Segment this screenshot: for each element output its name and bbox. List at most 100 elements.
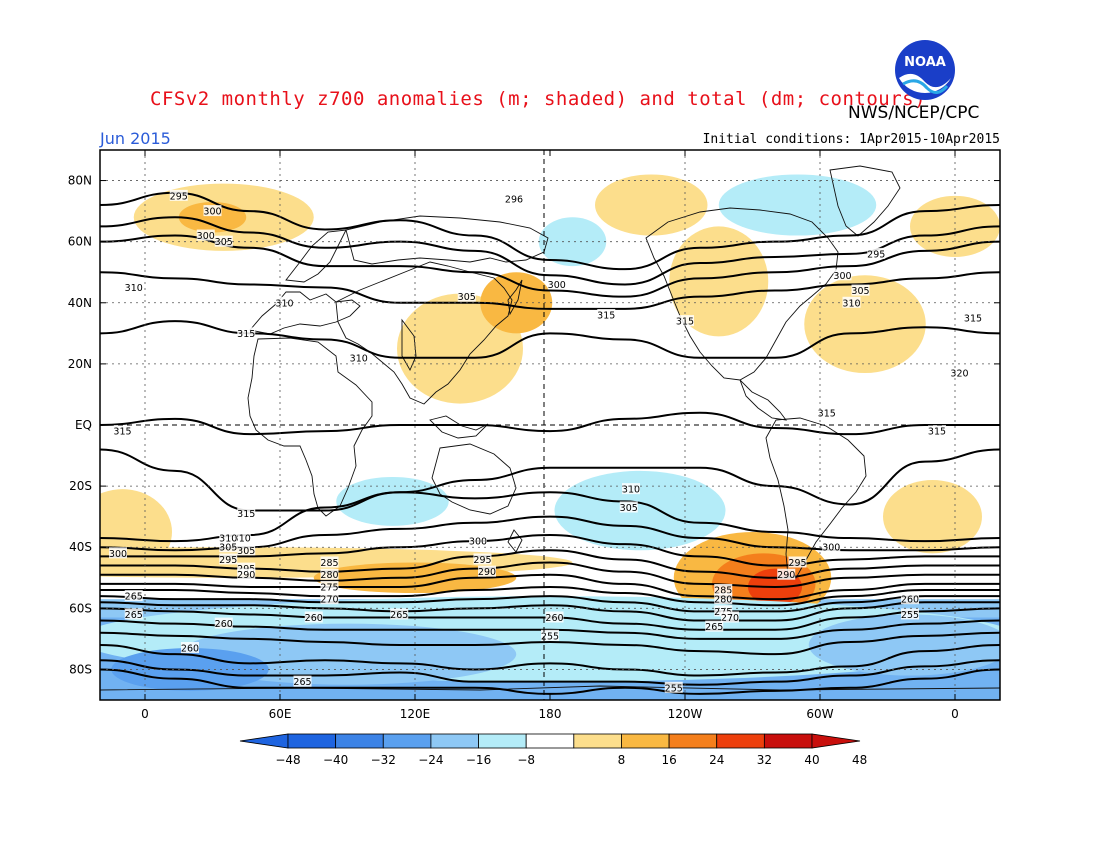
contour-260-19	[100, 644, 1000, 677]
contour-label-extra: 260	[901, 595, 919, 606]
contour-295-0	[100, 191, 1000, 271]
contour-label-extra: 300	[548, 280, 566, 291]
anomaly-patch-19	[336, 476, 449, 526]
lon-tick-label: 0	[951, 707, 959, 721]
contour-label: 310	[125, 283, 143, 294]
lon-tick-label: 120W	[668, 707, 703, 721]
contour-label-extra: 290	[478, 567, 496, 578]
contour-310-3	[100, 271, 1000, 310]
colorbar-left-arrow	[239, 733, 289, 749]
contour-label-extra: 310	[842, 298, 860, 309]
colorbar-swatch	[287, 733, 337, 749]
contour-label: 285	[320, 558, 338, 569]
colorbar-swatch	[430, 733, 479, 749]
colorbar-label: −24	[418, 753, 443, 767]
anomaly-patch-9	[883, 480, 982, 554]
contour-label: 280	[320, 570, 338, 581]
contour-label-extra: 260	[545, 613, 563, 624]
contour-label-extra: 305	[620, 503, 638, 514]
lat-tick-label: 20N	[68, 357, 92, 371]
lon-tick-label: 60W	[806, 707, 833, 721]
contour-label: 290	[237, 570, 255, 581]
contour-label-extra: 295	[473, 555, 491, 566]
lat-tick-label: 60S	[69, 601, 92, 615]
logo-lettering: NOAA	[904, 55, 946, 70]
contour-label: 305	[237, 546, 255, 557]
colorbar-swatch	[335, 733, 384, 749]
contour-label: 255	[541, 631, 559, 642]
colorbar-label: 40	[804, 753, 819, 767]
contour-label: 310	[233, 534, 251, 545]
contour-300-1	[100, 216, 1000, 286]
lon-tick-label: 0	[141, 707, 149, 721]
contour-label-extra: 265	[390, 610, 408, 621]
contour-label-extra: 300	[833, 271, 851, 282]
contour-label: 255	[665, 683, 683, 694]
contour-label-extra: 270	[721, 613, 739, 624]
contour-label-extra: 285	[714, 586, 732, 597]
contour-label: 300	[109, 549, 127, 560]
contour-255-18	[100, 631, 1000, 656]
contour-label-extra: 265	[125, 592, 143, 603]
lat-tick-label: EQ	[75, 418, 92, 432]
graticule	[100, 150, 1000, 700]
lat-tick-label: 60N	[68, 235, 92, 249]
contour-label-extra: 315	[597, 311, 615, 322]
contour-label-extra: 315	[964, 314, 982, 325]
contour-305-2	[100, 234, 1000, 298]
colorbar-swatch	[716, 733, 765, 749]
contour-label-extra: 320	[950, 369, 968, 380]
contour-label-extra: 310	[622, 485, 640, 496]
contour-label: 260	[305, 613, 323, 624]
contour-label-extra: 300	[469, 537, 487, 548]
colorbar-label: 16	[661, 753, 676, 767]
lon-tick-label: 60E	[269, 707, 292, 721]
noaa-logo-icon: NOAA	[895, 40, 955, 100]
agency-label: NWS/NCEP/CPC	[848, 103, 980, 123]
contour-label-extra: 295	[788, 558, 806, 569]
colorbar-label: 8	[618, 753, 626, 767]
anomaly-colorbar: −48 −40 −32 −24 −16 −8 8 16 24 32 40 48	[239, 733, 867, 767]
lat-tick-label: 40S	[69, 540, 92, 554]
lon-tick-label: 180	[539, 707, 562, 721]
contour-label: 295	[170, 191, 188, 202]
contour-label-extra: 260	[215, 619, 233, 630]
contour-label-extra: 305	[219, 543, 237, 554]
anomaly-patch-15	[718, 174, 877, 236]
contour-265-20	[100, 659, 1000, 686]
contour-label-extra: 295	[219, 555, 237, 566]
chart-title: CFSv2 monthly z700 anomalies (m; shaded)…	[150, 88, 927, 110]
colorbar-label: −48	[275, 753, 300, 767]
contour-label-extra: 265	[705, 622, 723, 633]
colorbar-label: −40	[323, 753, 348, 767]
contour-label: 265	[293, 677, 311, 688]
anomaly-patch-5	[595, 174, 708, 236]
contour-label: 300	[203, 207, 221, 218]
contour-label: 270	[320, 595, 338, 606]
lat-tick-label: 80S	[69, 662, 92, 676]
contour-275-14	[100, 595, 1000, 613]
contour-label-extra: 300	[822, 543, 840, 554]
contour-label-extra: 310	[275, 298, 293, 309]
contour-label: 315	[237, 509, 255, 520]
colorbar-label: −32	[371, 753, 396, 767]
contour-label: 315	[237, 329, 255, 340]
contour-label-extra: 295	[867, 249, 885, 260]
contour-300-9	[100, 533, 1000, 567]
contour-label-extra: 296	[505, 194, 523, 205]
colorbar-label: 24	[709, 753, 724, 767]
contour-label-extra: 305	[851, 286, 869, 297]
contour-315-5	[100, 411, 1000, 436]
lat-tick-label: 80N	[68, 174, 92, 188]
colorbar-label: −8	[517, 753, 535, 767]
colorbar-label: 48	[852, 753, 867, 767]
axis-labels: 80N 60N 40N 20N EQ 20S 40S 60S 80S 0 60E 120E 180 120…	[68, 150, 1000, 721]
colorbar-swatch	[382, 733, 432, 749]
colorbar-swatch	[621, 733, 670, 749]
colorbar-swatch	[763, 733, 813, 749]
initial-conditions: Initial conditions: 1Apr2015-10Apr2015	[702, 132, 1000, 147]
contour-label-extra: 305	[458, 292, 476, 303]
anomaly-patch-16	[538, 217, 607, 267]
contour-label-extra: 310	[350, 353, 368, 364]
